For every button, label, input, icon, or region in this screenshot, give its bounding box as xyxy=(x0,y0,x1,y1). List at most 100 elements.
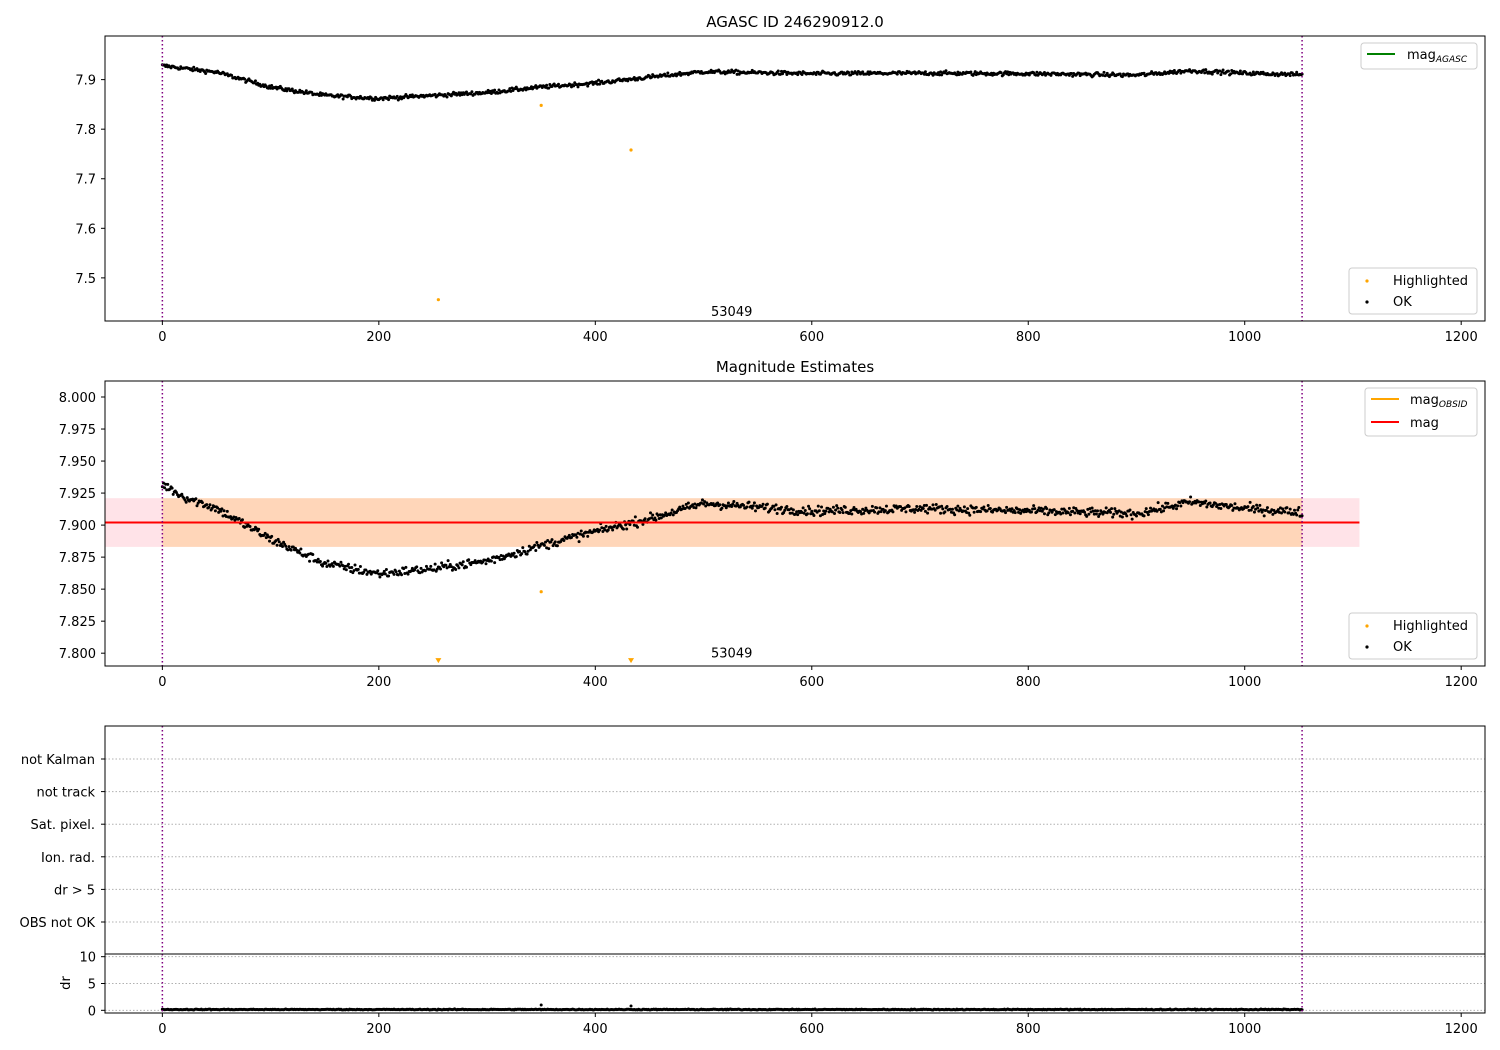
ok-point xyxy=(1094,512,1098,516)
ok-point xyxy=(1170,504,1174,508)
ok-point xyxy=(1295,70,1299,74)
ok-point xyxy=(446,559,450,563)
flag-category-label: OBS not OK xyxy=(20,916,96,931)
ok-point xyxy=(1204,68,1208,72)
ok-point xyxy=(783,508,787,512)
ok-point xyxy=(535,540,539,544)
ok-point xyxy=(577,540,581,544)
ok-point xyxy=(784,70,788,74)
ok-point xyxy=(726,501,730,505)
ok-point xyxy=(1179,504,1183,508)
ok-point xyxy=(782,511,786,515)
ok-point xyxy=(527,544,531,548)
ok-point xyxy=(1063,508,1067,512)
ok-point xyxy=(870,504,874,508)
ok-point xyxy=(220,507,224,511)
x-tick-label: 1200 xyxy=(1445,1022,1478,1037)
ok-point xyxy=(485,91,489,95)
ok-point xyxy=(433,92,437,96)
ok-point xyxy=(776,69,780,73)
ok-point xyxy=(493,561,497,565)
ok-point xyxy=(353,563,357,567)
x-tick-label: 1000 xyxy=(1228,330,1261,345)
ok-point xyxy=(843,505,847,509)
legend-ok-marker xyxy=(1365,645,1369,649)
ok-point xyxy=(903,506,907,510)
ok-point xyxy=(364,568,368,572)
ok-point xyxy=(968,513,972,517)
ok-point xyxy=(1288,74,1292,78)
ok-point xyxy=(1130,517,1134,521)
ok-point xyxy=(1005,505,1009,509)
ok-point xyxy=(1175,507,1179,511)
ok-point xyxy=(849,73,853,77)
ok-point xyxy=(1219,73,1223,77)
ok-point xyxy=(392,572,396,576)
ok-point xyxy=(999,71,1003,75)
ok-point xyxy=(742,503,746,507)
ok-point xyxy=(749,71,753,75)
ok-point xyxy=(1034,73,1038,77)
ok-point xyxy=(349,94,353,98)
ok-point xyxy=(621,527,625,531)
dr-panel: 0 200 400 600 800 1000 1200 0 5 10 dr xyxy=(59,951,1486,1037)
ok-point xyxy=(654,518,658,522)
highlighted-point xyxy=(629,148,633,152)
y-tick-label: 10 xyxy=(79,951,96,966)
legend-highlighted-marker xyxy=(1365,279,1369,283)
flags-axes-frame xyxy=(104,725,1486,955)
ok-point xyxy=(785,505,789,509)
ok-point xyxy=(850,512,854,516)
ok-point xyxy=(1251,504,1255,508)
ok-point xyxy=(598,528,602,532)
ok-point xyxy=(1073,511,1077,515)
ok-point xyxy=(1032,504,1036,508)
ok-point xyxy=(1258,503,1262,507)
ok-point xyxy=(270,83,274,87)
ok-point xyxy=(1166,501,1170,505)
ok-point xyxy=(194,497,198,501)
ok-point xyxy=(1042,70,1046,74)
ok-point xyxy=(926,511,930,515)
ok-point xyxy=(979,510,983,514)
ok-point xyxy=(1134,514,1138,518)
ok-point xyxy=(1188,500,1192,504)
ok-point xyxy=(1219,506,1223,510)
ok-point xyxy=(229,515,233,519)
ok-point xyxy=(348,566,352,570)
ok-point xyxy=(415,565,419,569)
ok-point xyxy=(240,518,244,522)
ok-point xyxy=(852,506,856,510)
x-tick-label: 600 xyxy=(799,675,824,690)
ok-point xyxy=(1287,511,1291,515)
ok-point xyxy=(937,73,941,77)
ok-point xyxy=(745,505,749,509)
ok-point xyxy=(1221,68,1225,72)
ok-point xyxy=(180,492,184,496)
y-tick-label: 7.7 xyxy=(75,173,96,188)
ok-point xyxy=(796,73,800,77)
x-tick-label: 200 xyxy=(366,1022,391,1037)
ok-point xyxy=(847,71,851,75)
ok-point xyxy=(1019,511,1023,515)
ok-point xyxy=(641,522,645,526)
highlighted-point xyxy=(539,590,543,594)
x-tick-label: 1000 xyxy=(1228,675,1261,690)
ok-point xyxy=(1251,70,1255,74)
ok-point xyxy=(878,506,882,510)
ok-point xyxy=(944,69,948,73)
ok-point xyxy=(686,501,690,505)
ok-point xyxy=(1129,513,1133,517)
ok-point xyxy=(553,540,557,544)
ok-point xyxy=(772,504,776,508)
ok-point xyxy=(419,566,423,570)
ok-point xyxy=(879,510,883,514)
ok-point xyxy=(1198,504,1202,508)
ok-point xyxy=(774,503,778,507)
ok-point xyxy=(785,73,789,77)
ok-point xyxy=(339,560,343,564)
ok-point xyxy=(633,515,637,519)
legend-mag-label: mag xyxy=(1410,416,1439,431)
ok-point xyxy=(838,511,842,515)
ok-point xyxy=(1275,72,1279,76)
